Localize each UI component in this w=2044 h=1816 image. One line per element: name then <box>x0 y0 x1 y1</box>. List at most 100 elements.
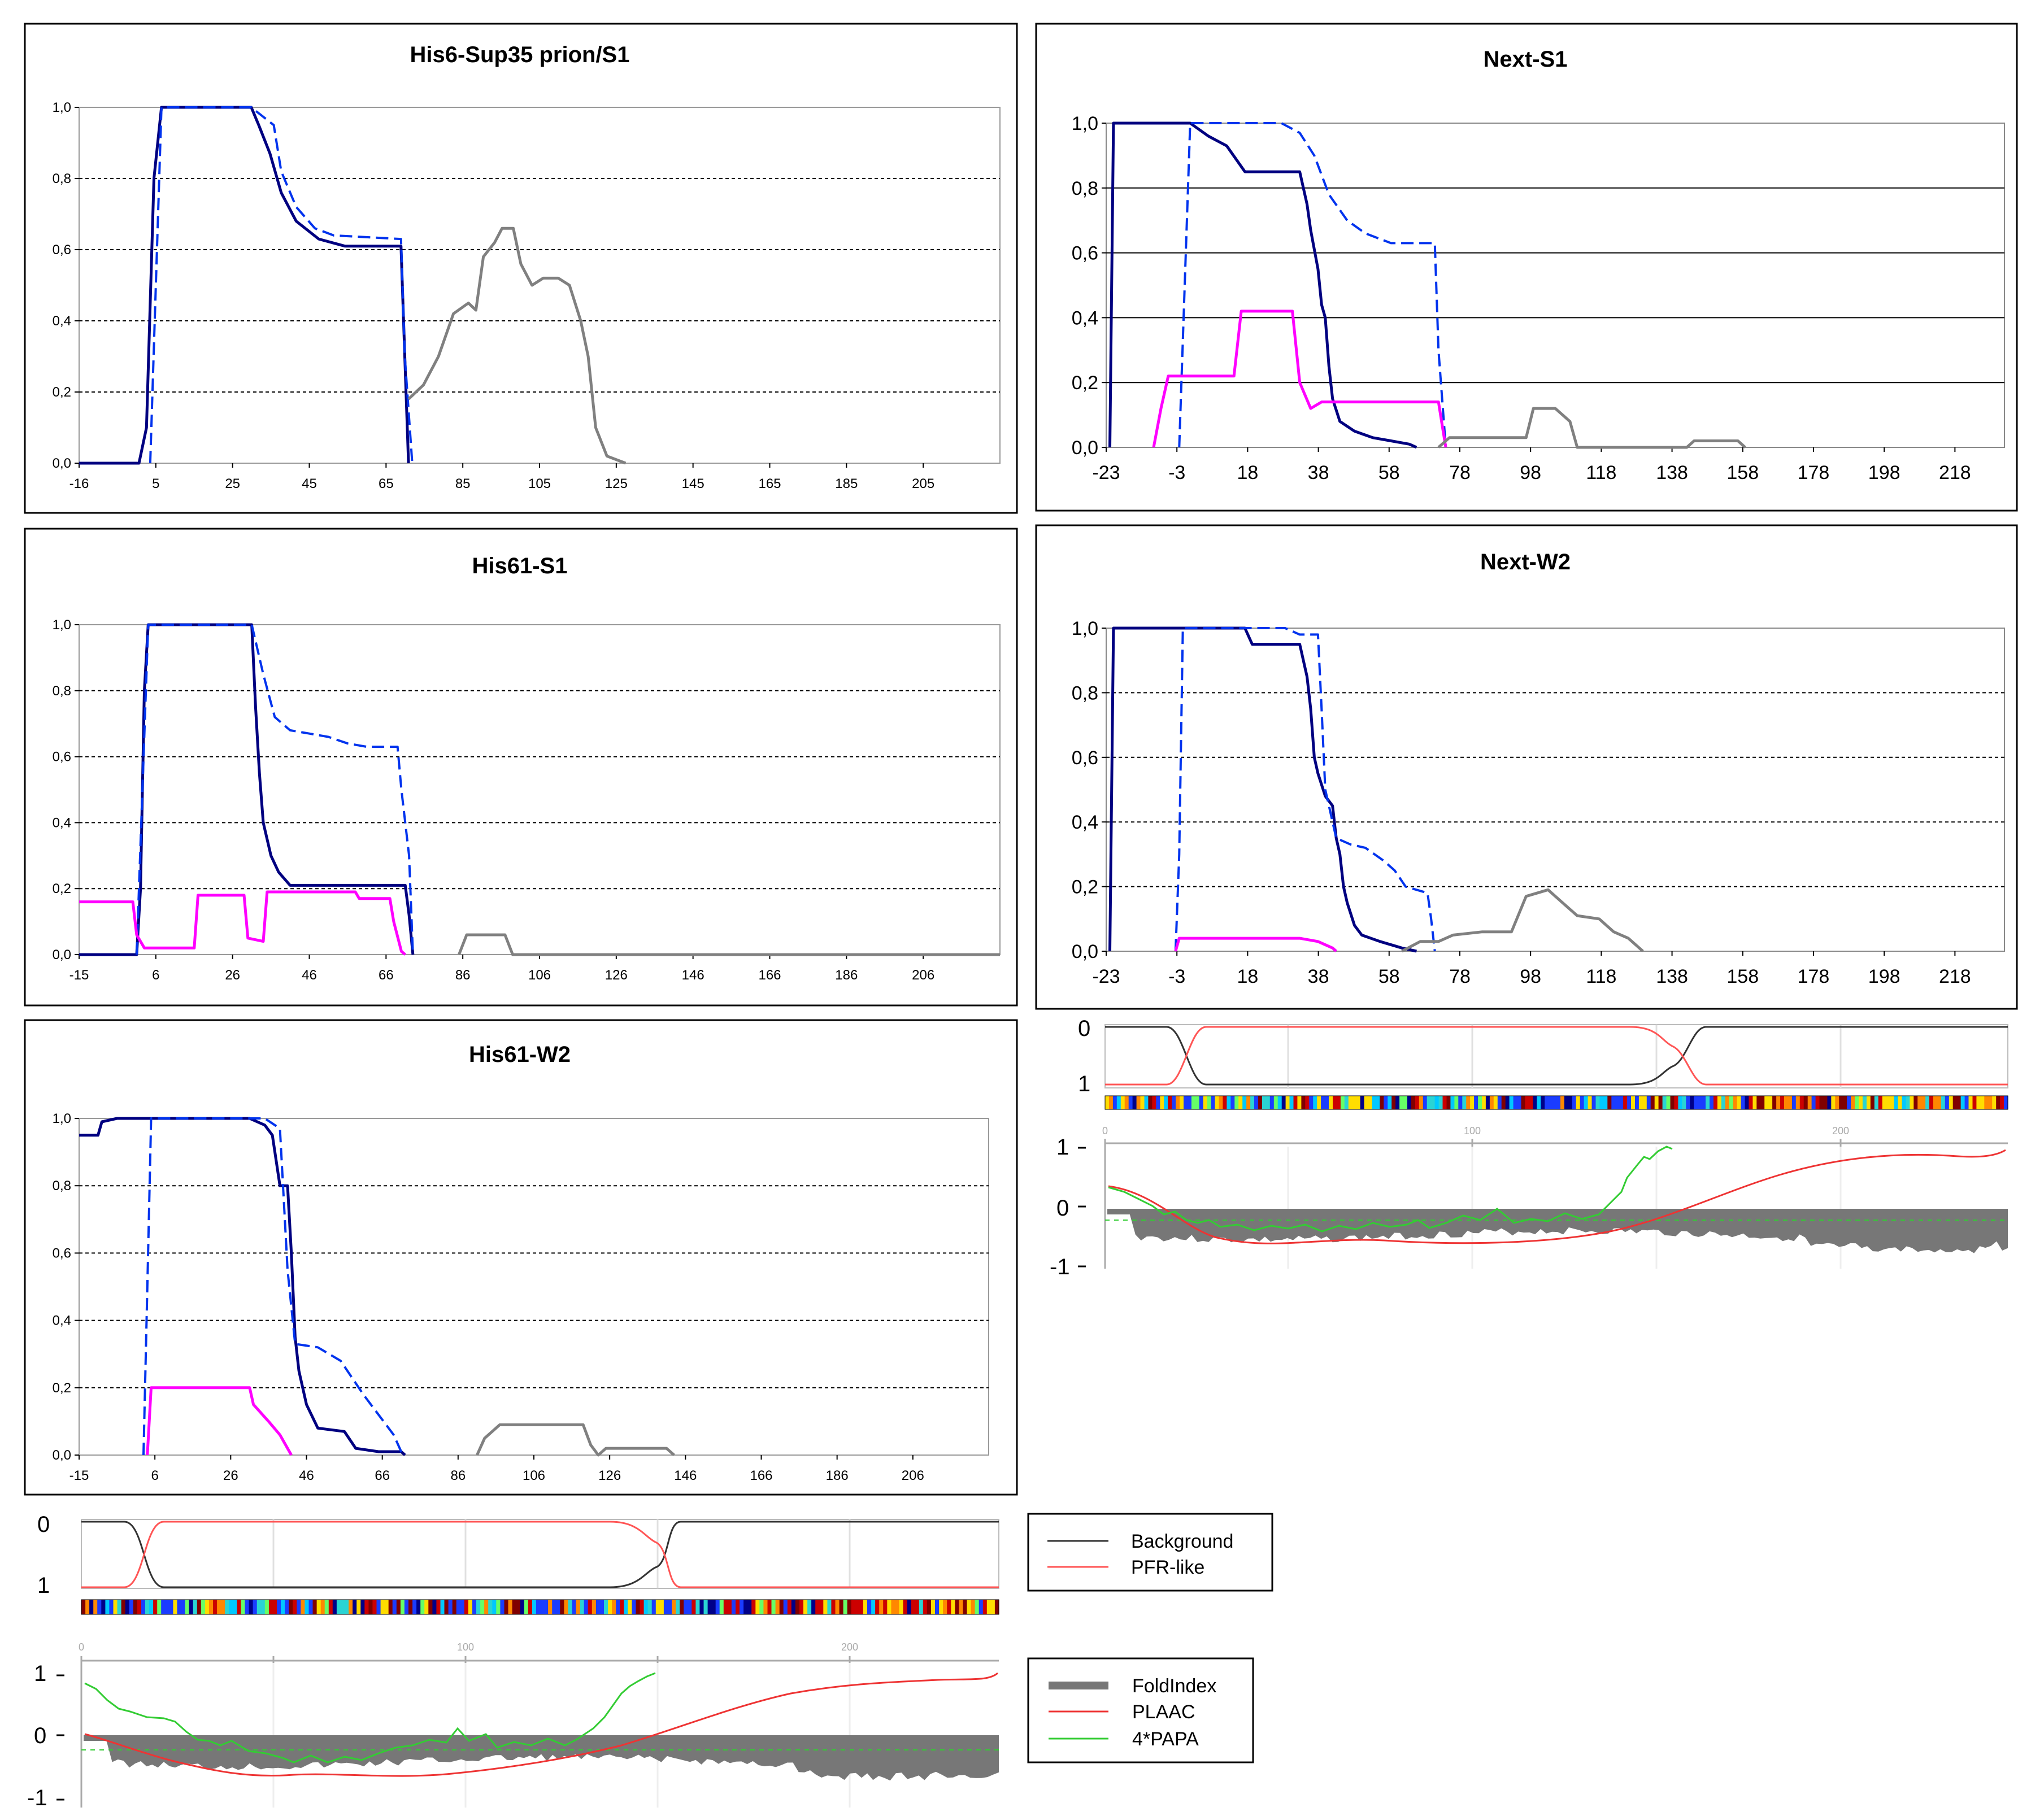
residue-cell <box>647 1600 653 1614</box>
residue-cell <box>680 1600 684 1614</box>
residue-cell <box>332 1600 337 1614</box>
residue-cell <box>1446 1096 1451 1109</box>
residue-cell <box>440 1600 445 1614</box>
residue-cell <box>847 1600 852 1614</box>
chart-title: His6-Sup35 prion/S1 <box>410 42 630 67</box>
residue-cell <box>1223 1096 1227 1109</box>
residue-cell <box>1949 1096 1954 1109</box>
y-tick-label: 0,6 <box>53 1245 71 1261</box>
residue-cell <box>480 1600 485 1614</box>
residue-cell <box>1108 1096 1114 1109</box>
residue-cell <box>1866 1096 1871 1109</box>
residue-cell <box>676 1600 680 1614</box>
residue-cell <box>875 1600 880 1614</box>
x-tick-label: 118 <box>1586 966 1616 987</box>
residue-cell <box>827 1600 832 1614</box>
residue-cell <box>301 1600 305 1614</box>
x-tick-label: 158 <box>1726 462 1759 484</box>
residue-cell <box>1384 1096 1388 1109</box>
plot-area: 0,0 0,2 0,4 0,6 0,8 1,0 -23 -3 18 38 58 78 98 118 138 1… <box>1072 618 2005 987</box>
residue-cell <box>1996 1096 2000 1109</box>
residue-cell <box>608 1600 612 1614</box>
residue-cell <box>1670 1096 1675 1109</box>
residue-cell <box>580 1600 585 1614</box>
series-line-0 <box>79 106 410 465</box>
residue-cell <box>759 1600 764 1614</box>
residue-cell <box>1980 1096 1985 1109</box>
x-tick-label: 6 <box>151 1468 158 1483</box>
residue-cell <box>260 1600 266 1614</box>
pfr-state-line <box>1105 1026 2008 1086</box>
plot-frame <box>79 107 1001 464</box>
y-tick-label: 0,2 <box>1072 877 1098 898</box>
residue-cell <box>177 1600 182 1614</box>
residue-cell <box>1729 1096 1734 1109</box>
residue-cell <box>1807 1096 1812 1109</box>
residue-cell <box>1599 1096 1604 1109</box>
x-tick-label: -15 <box>69 1468 89 1483</box>
x-tick-label: -3 <box>1168 462 1185 484</box>
foldindex-area <box>84 1735 999 1781</box>
residue-cell <box>185 1600 190 1614</box>
residue-cell <box>1906 1096 1910 1109</box>
residue-cell <box>1176 1096 1180 1109</box>
residue-cell <box>105 1600 110 1614</box>
residue-cell <box>341 1600 345 1614</box>
residue-cell <box>548 1600 553 1614</box>
series-line-3 <box>1401 888 1644 953</box>
residue-cell <box>1560 1096 1565 1109</box>
residue-cell <box>887 1600 891 1614</box>
x-tick-label: 146 <box>682 968 704 983</box>
residue-cell <box>293 1600 297 1614</box>
residue-cell <box>672 1600 676 1614</box>
residue-cell <box>508 1600 513 1614</box>
residue-cell <box>595 1600 601 1614</box>
residue-cell <box>1627 1096 1632 1109</box>
residue-cell <box>684 1600 688 1614</box>
residue-cell <box>1658 1096 1663 1109</box>
residue-cell <box>1603 1096 1608 1109</box>
residue-cell <box>460 1600 465 1614</box>
residue-cell <box>1478 1096 1482 1109</box>
x-tick-200: 200 <box>841 1641 858 1653</box>
residue-cell <box>360 1600 365 1614</box>
residue-cell <box>1992 1096 1997 1109</box>
x-tick-label: 5 <box>152 476 159 491</box>
residue-cell <box>1937 1096 1942 1109</box>
residue-cell <box>448 1600 453 1614</box>
residue-cell <box>169 1600 173 1614</box>
residue-cell <box>1902 1096 1906 1109</box>
residue-cell <box>1120 1096 1125 1109</box>
x-tick-label: 218 <box>1939 966 1971 987</box>
residue-cell <box>1988 1096 1993 1109</box>
residue-cell <box>1289 1096 1294 1109</box>
residue-cell <box>540 1600 545 1614</box>
x-tick-label: 26 <box>225 968 240 983</box>
residue-cell <box>1686 1096 1690 1109</box>
residue-cell <box>305 1600 310 1614</box>
residue-cell <box>640 1600 645 1614</box>
legend-label-background: Background <box>1131 1531 1233 1552</box>
residue-cell <box>620 1600 624 1614</box>
residue-cell <box>1768 1096 1773 1109</box>
residue-cell <box>663 1600 668 1614</box>
residue-cell <box>356 1600 361 1614</box>
residue-cell <box>1756 1096 1761 1109</box>
x-tick-label: 46 <box>299 1468 314 1483</box>
x-tick-label: 25 <box>225 476 240 491</box>
residue-cell <box>1344 1096 1349 1109</box>
residue-cell <box>249 1600 254 1614</box>
residue-cell <box>1815 1096 1820 1109</box>
residue-cell <box>1776 1096 1781 1109</box>
x-tick-label: 106 <box>528 968 551 983</box>
residue-cell <box>839 1600 844 1614</box>
residue-cell <box>851 1600 856 1614</box>
x-tick-label: 65 <box>379 476 394 491</box>
residue-cell <box>1411 1096 1416 1109</box>
residue-cell <box>1882 1096 1887 1109</box>
residue-cell <box>1474 1096 1478 1109</box>
residue-cell <box>1336 1096 1341 1109</box>
residue-cell <box>1682 1096 1686 1109</box>
residue-cell <box>420 1600 425 1614</box>
residue-cell <box>731 1600 736 1614</box>
